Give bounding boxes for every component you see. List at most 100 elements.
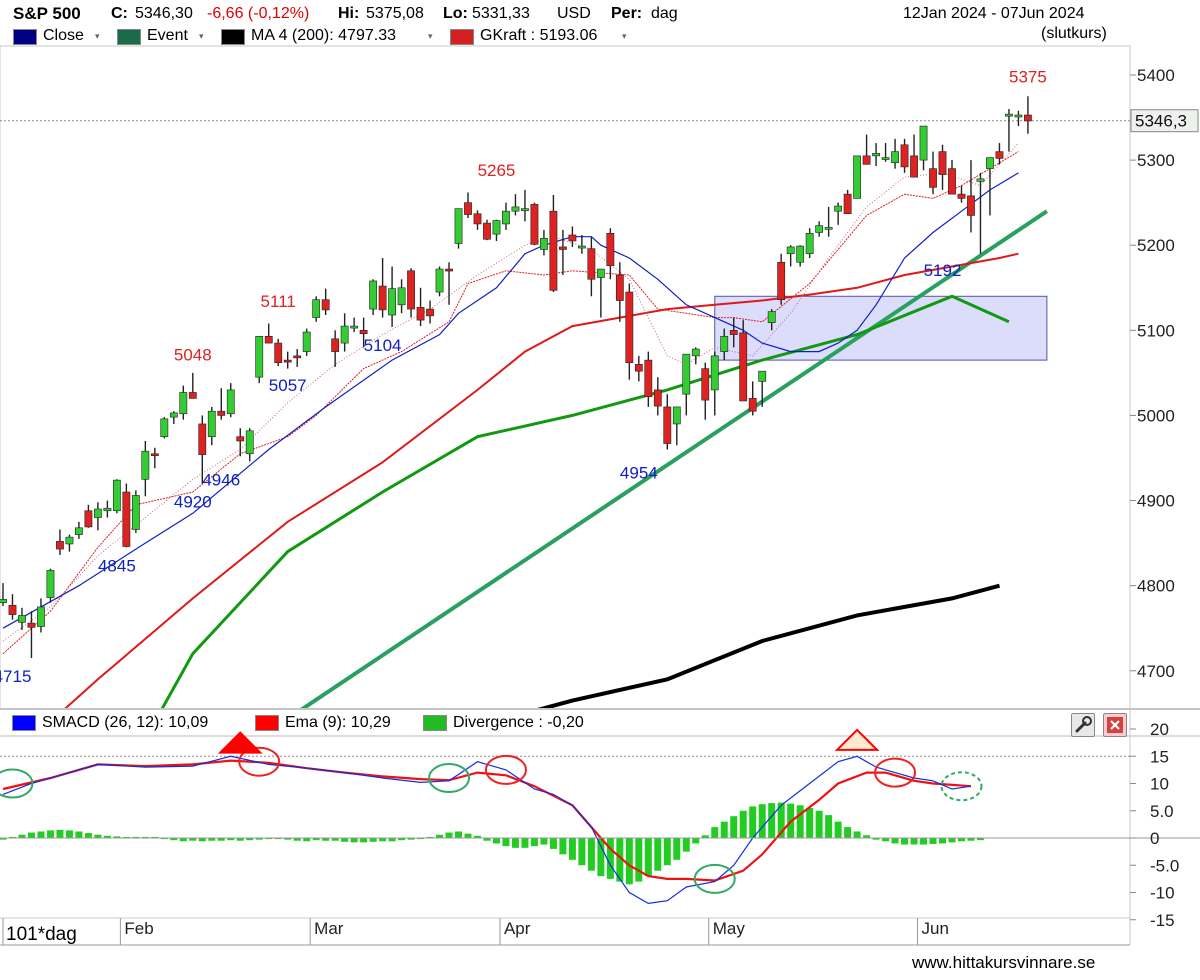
candle-body [587,248,596,280]
candle-body [540,238,548,250]
divergence-bar [246,838,254,841]
divergence-bar [644,838,652,877]
candle-body [511,206,520,212]
close-panel-icon[interactable] [1103,713,1127,737]
macd-legend-divergence[interactable]: Divergence : -0,20 [453,714,584,731]
candle-body [473,213,482,225]
divergence-bar [967,838,975,841]
candle-body [103,507,112,512]
divergence-bar [179,838,187,842]
change-value: -6,66 (-0,12%) [207,5,310,22]
candle-body [815,225,824,233]
candle-body [900,144,909,168]
divergence-bar [806,808,814,838]
divergence-bar [625,838,633,885]
candle-body [967,195,975,216]
divergence-bar [872,838,880,840]
candle-body [615,274,624,301]
legend-event[interactable]: Event [147,27,188,44]
watermark: www.hittakursvinnare.se [912,953,1096,972]
candle-body [568,234,577,242]
legend-close[interactable]: Close [43,27,84,44]
divergence-bar [825,815,833,838]
wrench-settings-icon[interactable] [1071,713,1095,737]
candle-body [331,338,340,352]
divergence-bar [492,838,500,844]
candle-body [407,270,415,310]
divergence-bar [274,838,282,840]
legend-event-dropdown-icon[interactable]: ▾ [199,31,204,41]
candle-body [976,178,985,182]
divergence-bar [863,835,871,838]
candle-body [255,335,264,378]
legend-ma200[interactable]: MA 4 (200): 4797.33 [251,27,396,44]
divergence-bar [502,838,510,847]
divergence-bar [436,834,444,838]
divergence-bar [606,838,614,879]
support-zone [714,295,1048,361]
candle-body [502,210,510,225]
low-label: Lo: [443,5,468,22]
macd-legend-smacd[interactable]: SMACD (26, 12): 10,09 [42,714,209,731]
divergence-bar [882,838,890,842]
candle-body [492,220,501,235]
ma-blue-line [2,172,1019,629]
divergence-bar [948,838,956,843]
candle-body [596,268,605,278]
legend-close-dropdown-icon[interactable]: ▾ [95,31,100,41]
candle-body [577,245,586,249]
currency-label: USD [557,5,591,22]
divergence-bar [84,833,92,838]
candle-body [274,342,283,363]
candle-body [369,280,378,310]
macd-legend-ema[interactable]: Ema (9): 10,29 [285,714,391,731]
divergence-bar [455,831,463,838]
candle-body [350,325,359,329]
divergence-bar [815,810,823,838]
divergence-bar [692,838,700,844]
candle-body [388,288,396,316]
candle-body [720,335,729,352]
candle-body [625,291,634,363]
signal-triangle-marker [834,728,880,751]
y-tick-label: 5400 [1137,66,1175,85]
divergence-bar [46,830,54,838]
legend-gkraft-dropdown-icon[interactable]: ▾ [622,31,627,41]
macd-y-tick-label: 0 [1150,829,1159,848]
price-annotation: 4946 [202,470,240,489]
candle-body [160,418,169,438]
divergence-bar [27,832,35,838]
candle-body [416,307,425,321]
price-annotation: 4920 [174,493,212,512]
divergence-bar [417,838,425,840]
legend-gkraft[interactable]: GKraft : 5193.06 [480,27,598,44]
candle-body [995,151,1004,159]
divergence-bar [578,838,586,866]
candle-body [397,287,406,306]
divergence-bar [597,838,605,877]
candle-body [75,527,83,535]
candle-body [919,125,928,161]
x-tick-label: Mar [314,919,344,938]
candle-body [312,299,321,318]
divergence-bar [720,821,728,838]
candle-body [653,389,662,407]
divergence-bar [654,838,662,871]
divergence-bar [132,836,140,838]
macd-swatch-ema [255,715,279,731]
candle-body [521,208,529,211]
candle-body [843,193,852,215]
divergence-bar [265,838,273,840]
price-annotation: 4715 [0,667,31,686]
divergence-bar [322,838,330,841]
divergence-bar [777,802,785,838]
divergence-bar [758,804,766,838]
candle-body [141,450,150,480]
divergence-bar [682,838,690,852]
legend-ma200-dropdown-icon[interactable]: ▾ [428,31,433,41]
candle-body [796,245,805,263]
signal-circle-marker [428,763,471,794]
divergence-bar [521,838,529,848]
period-value: dag [651,5,678,22]
divergence-bar [568,838,576,860]
